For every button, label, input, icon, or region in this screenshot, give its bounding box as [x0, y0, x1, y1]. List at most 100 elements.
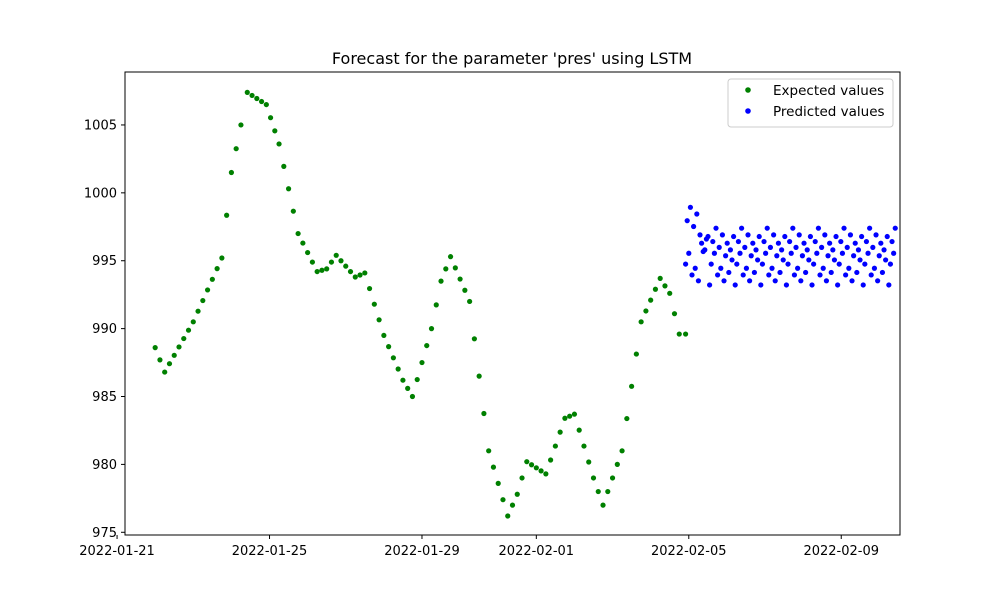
expected-point: [357, 272, 363, 278]
predicted-point: [804, 247, 810, 253]
expected-point: [433, 302, 439, 308]
predicted-point: [815, 225, 822, 231]
expected-point: [443, 266, 449, 272]
expected-point: [552, 443, 558, 449]
expected-point: [683, 331, 689, 337]
expected-point: [548, 457, 554, 463]
expected-point: [486, 448, 492, 454]
expected-point: [333, 252, 339, 258]
expected-point: [300, 240, 306, 246]
expected-point: [324, 266, 330, 272]
predicted-point: [721, 278, 727, 284]
expected-point: [528, 462, 535, 468]
expected-point: [272, 128, 278, 134]
predicted-point: [860, 282, 866, 288]
expected-point: [285, 186, 292, 192]
predicted-point: [726, 269, 732, 276]
y-tick-label: 975: [92, 526, 117, 541]
predicted-point: [798, 278, 804, 284]
predicted-point: [692, 265, 698, 271]
expected-point: [562, 415, 568, 421]
predicted-point: [831, 257, 838, 263]
expected-point: [567, 413, 573, 419]
predicted-point: [875, 278, 881, 284]
expected-point: [314, 268, 320, 275]
predicted-point: [862, 261, 868, 267]
predicted-point: [772, 278, 778, 284]
expected-point: [490, 464, 497, 470]
expected-point: [624, 415, 630, 422]
expected-point: [471, 336, 477, 342]
x-tick-label: 2022-01-29: [384, 544, 460, 559]
predicted-point: [711, 250, 718, 256]
predicted-point: [790, 225, 796, 231]
predicted-point: [886, 282, 892, 288]
expected-point: [605, 488, 611, 495]
predicted-point: [761, 238, 767, 245]
predicted-point: [887, 261, 894, 267]
expected-point: [657, 275, 663, 281]
predicted-point: [782, 233, 788, 240]
y-tick-label: 1000: [84, 186, 117, 201]
predicted-point: [684, 218, 690, 224]
predicted-point: [814, 250, 820, 256]
expected-point: [166, 361, 173, 367]
expected-point: [595, 488, 601, 495]
predicted-point: [838, 238, 844, 245]
predicted-point: [691, 223, 697, 230]
expected-point: [424, 342, 430, 349]
expected-point: [228, 169, 234, 176]
predicted-point: [839, 250, 846, 256]
expected-point: [614, 461, 620, 467]
expected-point: [338, 258, 344, 264]
predicted-point: [876, 253, 882, 259]
predicted-point: [767, 244, 774, 250]
predicted-point: [774, 253, 780, 259]
y-tick-label: 1005: [84, 118, 117, 133]
x-axis: 2022-01-21 2022-01-25 2022-01-29 2022-02-01…: [79, 535, 879, 559]
expected-point: [557, 429, 563, 435]
expected-point: [676, 331, 682, 337]
expected-point: [514, 491, 520, 497]
predicted-point: [735, 238, 742, 245]
expected-point: [419, 359, 425, 366]
predicted-point: [806, 257, 812, 263]
predicted-point: [846, 265, 852, 271]
expected-point: [390, 355, 396, 361]
expected-point: [157, 357, 163, 363]
predicted-point: [809, 282, 815, 288]
expected-point: [181, 335, 187, 342]
expected-point: [409, 393, 416, 400]
expected-point: [371, 301, 377, 307]
predicted-point: [871, 265, 878, 271]
expected-point: [662, 283, 668, 289]
x-tick-label: 2022-02-01: [499, 544, 575, 559]
predicted-point: [727, 247, 734, 253]
predicted-point: [849, 278, 855, 284]
predicted-point: [755, 257, 761, 263]
expected-point: [190, 319, 196, 325]
predicted-point: [734, 261, 740, 267]
predicted-point: [891, 250, 897, 256]
predicted-point: [724, 240, 730, 246]
expected-point: [249, 92, 255, 99]
legend: Expected values Predicted values: [727, 78, 894, 128]
expected-point: [609, 475, 616, 481]
predicted-point: [751, 269, 758, 276]
x-tick-label: 2022-01-25: [232, 544, 308, 559]
expected-point: [524, 459, 530, 465]
legend-box: [727, 78, 894, 128]
predicted-point: [743, 265, 750, 271]
expected-point: [328, 259, 335, 265]
predicted-point: [843, 272, 849, 278]
expected-point: [500, 497, 506, 503]
predicted-point: [758, 282, 764, 288]
expected-point: [305, 249, 311, 256]
predicted-point: [719, 232, 726, 238]
predicted-point: [747, 278, 753, 284]
predicted-point: [718, 265, 724, 271]
predicted-point: [859, 233, 865, 240]
expected-point: [462, 287, 468, 293]
predicted-point: [841, 225, 847, 231]
